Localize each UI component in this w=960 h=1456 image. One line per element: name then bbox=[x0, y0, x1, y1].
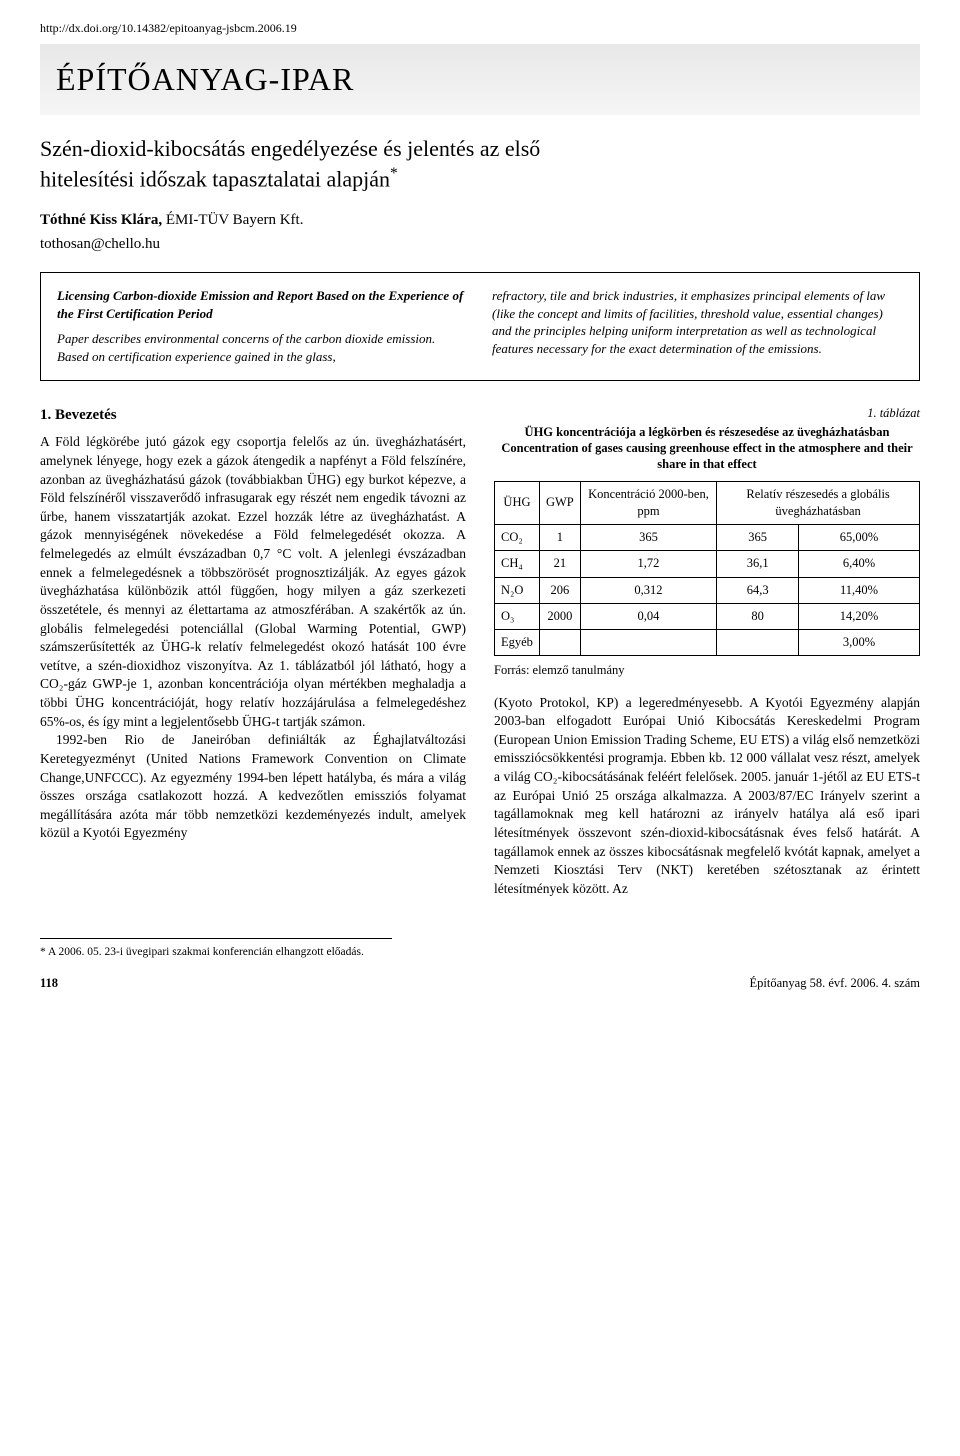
table-header: Relatív részesedés a globális üvegházhat… bbox=[717, 481, 920, 525]
abstract-text-left: Paper describes environmental concerns o… bbox=[57, 330, 468, 365]
table-caption: 1. táblázat bbox=[494, 405, 920, 422]
abstract-heading: Licensing Carbon-dioxide Emission and Re… bbox=[57, 287, 468, 322]
body-paragraph: A Föld légkörébe jutó gázok egy csoportj… bbox=[40, 433, 466, 731]
table-cell: 36,1 bbox=[717, 551, 799, 577]
table-row: CO₂136536565,00% bbox=[495, 525, 920, 551]
table-cell: 14,20% bbox=[799, 603, 920, 629]
author-email[interactable]: tothosan@chello.hu bbox=[40, 234, 920, 254]
section-heading-1: 1. Bevezetés bbox=[40, 405, 466, 426]
footnote: * A 2006. 05. 23-i üvegipari szakmai kon… bbox=[40, 945, 920, 961]
doi-link[interactable]: http://dx.doi.org/10.14382/epitoanyag-js… bbox=[40, 20, 920, 36]
table-cell: N₂O bbox=[495, 577, 540, 603]
body-paragraph: 1992-ben Rio de Janeiróban definiálták a… bbox=[40, 731, 466, 843]
abstract-box: Licensing Carbon-dioxide Emission and Re… bbox=[40, 272, 920, 380]
table-cell: 11,40% bbox=[799, 577, 920, 603]
table-header: GWP bbox=[539, 481, 580, 525]
table-cell: 2000 bbox=[539, 603, 580, 629]
table-cell: 0,312 bbox=[580, 577, 717, 603]
body-columns: 1. Bevezetés A Föld légkörébe jutó gázok… bbox=[40, 405, 920, 899]
table-cell: CO₂ bbox=[495, 525, 540, 551]
table-cell bbox=[717, 630, 799, 656]
table-title: ÜHG koncentrációja a légkörben és részes… bbox=[494, 424, 920, 473]
body-paragraph: (Kyoto Protokol, KP) a legeredményesebb.… bbox=[494, 694, 920, 899]
table-cell bbox=[580, 630, 717, 656]
table-cell: 365 bbox=[580, 525, 717, 551]
article-title: Szén-dioxid-kibocsátás engedélyezése és … bbox=[40, 135, 920, 194]
article-title-line1: Szén-dioxid-kibocsátás engedélyezése és … bbox=[40, 136, 540, 161]
table-cell: 365 bbox=[717, 525, 799, 551]
table-cell: 65,00% bbox=[799, 525, 920, 551]
ghg-table: ÜHG GWP Koncentráció 2000-ben, ppm Relat… bbox=[494, 481, 920, 657]
table-row: N₂O2060,31264,311,40% bbox=[495, 577, 920, 603]
table-cell: 206 bbox=[539, 577, 580, 603]
author-name: Tóthné Kiss Klára, bbox=[40, 212, 162, 228]
table-row: Egyéb 3,00% bbox=[495, 630, 920, 656]
author-affiliation: ÉMI-TÜV Bayern Kft. bbox=[162, 212, 303, 228]
footnote-separator bbox=[40, 938, 392, 939]
table-header-row: ÜHG GWP Koncentráció 2000-ben, ppm Relat… bbox=[495, 481, 920, 525]
page-footer: 118 Építőanyag 58. évf. 2006. 4. szám bbox=[40, 975, 920, 992]
table-cell: 80 bbox=[717, 603, 799, 629]
table-row: CH₄211,7236,16,40% bbox=[495, 551, 920, 577]
author-line: Tóthné Kiss Klára, ÉMI-TÜV Bayern Kft. bbox=[40, 210, 920, 230]
table-header: Koncentráció 2000-ben, ppm bbox=[580, 481, 717, 525]
banner-title: ÉPÍTŐANYAG-IPAR bbox=[56, 58, 904, 101]
journal-info: Építőanyag 58. évf. 2006. 4. szám bbox=[750, 975, 920, 992]
abstract-text-right: refractory, tile and brick industries, i… bbox=[492, 287, 903, 357]
table-cell: Egyéb bbox=[495, 630, 540, 656]
table-cell: 1 bbox=[539, 525, 580, 551]
table-cell bbox=[539, 630, 580, 656]
table-title-en: Concentration of gases causing greenhous… bbox=[501, 441, 912, 471]
table-cell: 21 bbox=[539, 551, 580, 577]
article-title-line2: hitelesítési időszak tapasztalatai alapj… bbox=[40, 166, 390, 191]
table-title-hu: ÜHG koncentrációja a légkörben és részes… bbox=[525, 425, 890, 439]
table-source: Forrás: elemző tanulmány bbox=[494, 662, 920, 679]
table-cell: 0,04 bbox=[580, 603, 717, 629]
table-cell: 1,72 bbox=[580, 551, 717, 577]
page-number: 118 bbox=[40, 975, 58, 992]
table-cell: 64,3 bbox=[717, 577, 799, 603]
table-header: ÜHG bbox=[495, 481, 540, 525]
table-cell: CH₄ bbox=[495, 551, 540, 577]
table-row: O₃20000,048014,20% bbox=[495, 603, 920, 629]
table-cell: O₃ bbox=[495, 603, 540, 629]
table-cell: 3,00% bbox=[799, 630, 920, 656]
section-banner: ÉPÍTŐANYAG-IPAR bbox=[40, 44, 920, 115]
table-cell: 6,40% bbox=[799, 551, 920, 577]
